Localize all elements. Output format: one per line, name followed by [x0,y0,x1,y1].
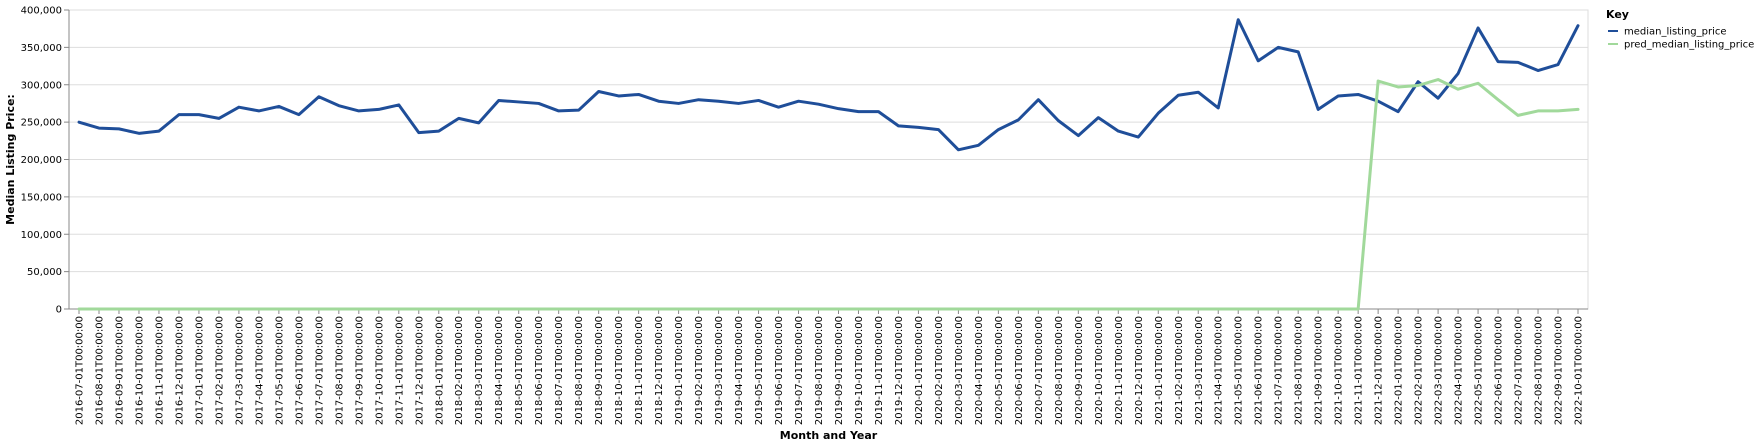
x-tick-label: 2018-02-01T00:00:00 [454,316,465,425]
y-tick-label: 400,000 [21,6,62,17]
x-tick-label: 2021-08-01T00:00:00 [1294,316,1305,425]
x-tick-label: 2018-11-01T00:00:00 [634,316,645,425]
x-tick-label: 2019-04-01T00:00:00 [734,316,745,425]
x-tick-label: 2016-12-01T00:00:00 [174,316,185,425]
x-tick-label: 2016-07-01T00:00:00 [75,316,86,425]
x-tick-label: 2018-12-01T00:00:00 [654,316,665,425]
x-tick-label: 2021-01-01T00:00:00 [1154,316,1165,425]
x-tick-label: 2021-04-01T00:00:00 [1214,316,1225,425]
x-tick-label: 2021-03-01T00:00:00 [1194,316,1205,425]
x-tick-label: 2017-07-01T00:00:00 [314,316,325,425]
x-tick-label: 2016-09-01T00:00:00 [114,316,125,425]
x-tick-label: 2020-12-01T00:00:00 [1134,316,1145,425]
gridlines [68,9,1589,310]
legend-label-pred_median_listing_price: pred_median_listing_price [1624,40,1754,51]
x-tick-label: 2019-10-01T00:00:00 [854,316,865,425]
x-tick-label: 2022-01-01T00:00:00 [1394,316,1405,425]
x-tick-label: 2021-10-01T00:00:00 [1334,316,1345,425]
x-tick-label: 2017-04-01T00:00:00 [254,316,265,425]
x-tick-label: 2019-11-01T00:00:00 [874,316,885,425]
x-tick-label: 2022-05-01T00:00:00 [1474,316,1485,425]
y-tick-label: 50,000 [27,267,62,278]
x-tick-label: 2019-09-01T00:00:00 [834,316,845,425]
x-tick-label: 2019-12-01T00:00:00 [894,316,905,425]
x-tick-label: 2021-02-01T00:00:00 [1174,316,1185,425]
x-tick-label: 2017-05-01T00:00:00 [274,316,285,425]
x-tick-label: 2021-11-01T00:00:00 [1354,316,1365,425]
y-tick-label: 150,000 [21,192,62,203]
x-tick-label: 2018-06-01T00:00:00 [534,316,545,425]
x-tick-label: 2017-11-01T00:00:00 [394,316,405,425]
x-tick-label: 2016-11-01T00:00:00 [154,316,165,425]
x-tick-label: 2019-02-01T00:00:00 [694,316,705,425]
x-tick-label: 2020-01-01T00:00:00 [914,316,925,425]
x-tick-label: 2016-08-01T00:00:00 [94,316,105,425]
x-tick-label: 2021-07-01T00:00:00 [1274,316,1285,425]
x-tick-label: 2018-10-01T00:00:00 [614,316,625,425]
legend-title: Key [1606,8,1629,21]
x-tick-label: 2022-08-01T00:00:00 [1534,316,1545,425]
x-tick-label: 2018-05-01T00:00:00 [514,316,525,425]
x-tick-label: 2022-10-01T00:00:00 [1574,316,1585,425]
series-line-median_listing_price [77,18,1580,152]
x-tick-label: 2018-08-01T00:00:00 [574,316,585,425]
x-tick-label: 2019-01-01T00:00:00 [674,316,685,425]
x-tick-label: 2018-01-01T00:00:00 [434,316,445,425]
x-tick-label: 2017-10-01T00:00:00 [374,316,385,425]
x-tick-label: 2018-09-01T00:00:00 [594,316,605,425]
y-tick-label: 0 [56,305,62,316]
x-tick-label: 2020-11-01T00:00:00 [1114,316,1125,425]
x-tick-label: 2017-06-01T00:00:00 [294,316,305,425]
y-tick-label: 200,000 [21,155,62,166]
x-tick-label: 2022-02-01T00:00:00 [1414,316,1425,425]
x-tick-label: 2021-05-01T00:00:00 [1234,316,1245,425]
x-tick-label: 2017-03-01T00:00:00 [234,316,245,425]
x-tick-label: 2017-08-01T00:00:00 [334,316,345,425]
x-tick-label: 2021-09-01T00:00:00 [1314,316,1325,425]
x-tick-label: 2018-07-01T00:00:00 [554,316,565,425]
x-tick-label: 2021-06-01T00:00:00 [1254,316,1265,425]
x-tick-label: 2017-12-01T00:00:00 [414,316,425,425]
x-tick-label: 2022-06-01T00:00:00 [1494,316,1505,425]
y-axis-title: Median Listing Price: [4,94,17,225]
x-tick-label: 2019-07-01T00:00:00 [794,316,805,425]
x-tick-label: 2019-08-01T00:00:00 [814,316,825,425]
x-tick-label: 2022-09-01T00:00:00 [1554,316,1565,425]
x-tick-label: 2016-10-01T00:00:00 [134,316,145,425]
x-tick-label: 2017-01-01T00:00:00 [194,316,205,425]
x-tick-label: 2020-07-01T00:00:00 [1034,316,1045,425]
x-tick-label: 2022-07-01T00:00:00 [1514,316,1525,425]
x-tick-label: 2020-09-01T00:00:00 [1074,316,1085,425]
x-tick-label: 2019-05-01T00:00:00 [754,316,765,425]
x-axis-title: Month and Year [780,429,878,442]
y-axis: 0 50,000 100,000 150,000 200,000 250,000 300,0… [21,6,70,316]
series-lines [77,18,1580,311]
x-tick-label: 2017-09-01T00:00:00 [354,316,365,425]
x-tick-label: 2020-08-01T00:00:00 [1054,316,1065,425]
x-tick-label: 2021-12-01T00:00:00 [1374,316,1385,425]
x-tick-label: 2022-03-01T00:00:00 [1434,316,1445,425]
y-tick-label: 350,000 [21,43,62,54]
x-tick-label: 2017-02-01T00:00:00 [214,316,225,425]
legend-label-median_listing_price: median_listing_price [1624,27,1727,38]
x-tick-label: 2019-06-01T00:00:00 [774,316,785,425]
x-tick-label: 2019-03-01T00:00:00 [714,316,725,425]
legend: Key median_listing_price pred_median_list… [1606,8,1754,51]
y-tick-label: 250,000 [21,118,62,129]
x-tick-label: 2020-10-01T00:00:00 [1094,316,1105,425]
x-tick-label: 2018-03-01T00:00:00 [474,316,485,425]
x-axis: 2016-07-01T00:00:00 2016-08-01T00:00:00 20… [69,308,1588,425]
x-tick-label: 2020-02-01T00:00:00 [934,316,945,425]
x-tick-label: 2020-04-01T00:00:00 [974,316,985,425]
x-tick-label: 2020-03-01T00:00:00 [954,316,965,425]
x-tick-label: 2020-05-01T00:00:00 [994,316,1005,425]
x-tick-label: 2022-04-01T00:00:00 [1454,316,1465,425]
series-line-pred_median_listing_price [77,78,1580,311]
y-tick-label: 300,000 [21,80,62,91]
y-tick-label: 100,000 [21,230,62,241]
x-tick-label: 2020-06-01T00:00:00 [1014,316,1025,425]
x-tick-label: 2018-04-01T00:00:00 [494,316,505,425]
